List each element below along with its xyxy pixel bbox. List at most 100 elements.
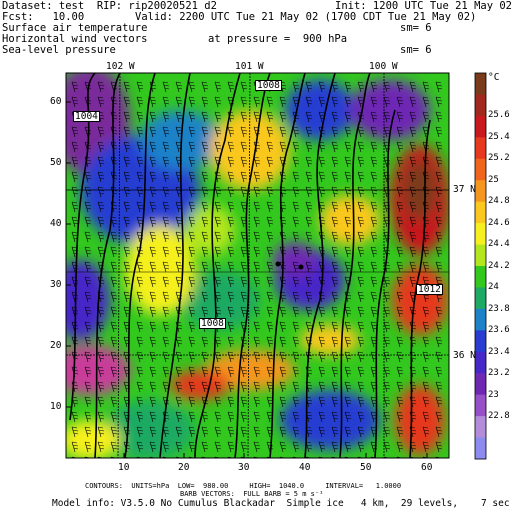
wind-barb [331,381,339,393]
wind-barb [240,216,248,228]
wind-barb [214,186,222,198]
wind-barb [149,336,157,348]
wind-barb [97,171,105,183]
wind-barb [266,441,274,453]
wind-barb [318,336,326,348]
wind-barb [383,396,391,408]
wind-barb [149,246,157,258]
wind-barb [84,276,92,288]
wind-barb [266,396,274,408]
wind-barb [383,321,391,333]
wind-barb [292,216,300,228]
wind-barb [136,306,144,318]
wind-barb [71,411,79,423]
wind-barb [227,321,235,333]
wind-barb [331,336,339,348]
wind-barb [97,351,105,363]
wind-barb [331,186,339,198]
wind-barb [435,216,443,228]
wind-barb [110,261,118,273]
wind-barb [71,171,79,183]
wind-barb [110,396,118,408]
wind-barb [266,246,274,258]
wind-barb [344,411,352,423]
y-tick-label: 60 [50,96,62,107]
wind-barb [188,231,196,243]
wind-barb [201,336,209,348]
wind-barb [136,366,144,378]
wind-barb [97,411,105,423]
wind-barb [188,261,196,273]
wind-barb [201,411,209,423]
wind-barb [266,366,274,378]
wind-barb [422,306,430,318]
wind-barb [175,216,183,228]
wind-barb [318,156,326,168]
wind-barb [201,126,209,138]
colorbar-label: 23.8 [488,303,510,314]
wind-barb [240,306,248,318]
wind-barb [266,321,274,333]
wind-barb [331,441,339,453]
wind-barb [292,321,300,333]
wind-barb [344,96,352,108]
wind-barb [227,276,235,288]
colorbar [475,73,486,460]
colorbar-label: 24.4 [488,239,510,249]
wind-barb [318,441,326,453]
wind-barb [97,231,105,243]
wind-barb [175,441,183,453]
wind-barb [435,276,443,288]
wind-barb [71,396,79,408]
wind-barb [344,246,352,258]
wind-barb [279,411,287,423]
wind-barb [240,111,248,123]
wind-barb [305,171,313,183]
wind-barb [227,336,235,348]
wind-barb [292,381,300,393]
wind-barb [318,96,326,108]
wind-barb [201,96,209,108]
wind-barb [136,201,144,213]
wind-barb [305,111,313,123]
wind-barb [435,261,443,273]
wind-barb [71,261,79,273]
wind-barb [175,156,183,168]
wind-barb [409,156,417,168]
dataset-line: Dataset: test RIP: rip20020521 d2 [2,0,217,12]
wind-barb [305,246,313,258]
wind-barb [84,396,92,408]
wind-barb [435,81,443,93]
wind-barb [435,351,443,363]
wind-barb [136,396,144,408]
wind-barb [318,81,326,93]
wind-barb [110,291,118,303]
wind-barb [292,126,300,138]
wind-barb [214,111,222,123]
wind-barb [318,141,326,153]
wind-barb [266,156,274,168]
wind-barb [435,411,443,423]
wind-barb [97,426,105,438]
wind-barb [370,426,378,438]
wind-barb [240,186,248,198]
wind-barb [175,141,183,153]
wind-barb [240,171,248,183]
wind-barb [188,186,196,198]
wind-barb [110,411,118,423]
wind-barb [84,246,92,258]
colorbar-swatch [475,115,486,138]
wind-barb [370,141,378,153]
y-tick-label: 20 [50,340,62,351]
colorbar-label: 25 [488,174,499,185]
wind-barb [214,381,222,393]
wind-barb [292,306,300,318]
wind-barb [396,396,404,408]
wind-barb [201,351,209,363]
wind-barb [344,216,352,228]
wind-barb [188,306,196,318]
wind-barb [266,261,274,273]
wind-barb [396,96,404,108]
wind-barb [422,336,430,348]
wind-barb [188,291,196,303]
